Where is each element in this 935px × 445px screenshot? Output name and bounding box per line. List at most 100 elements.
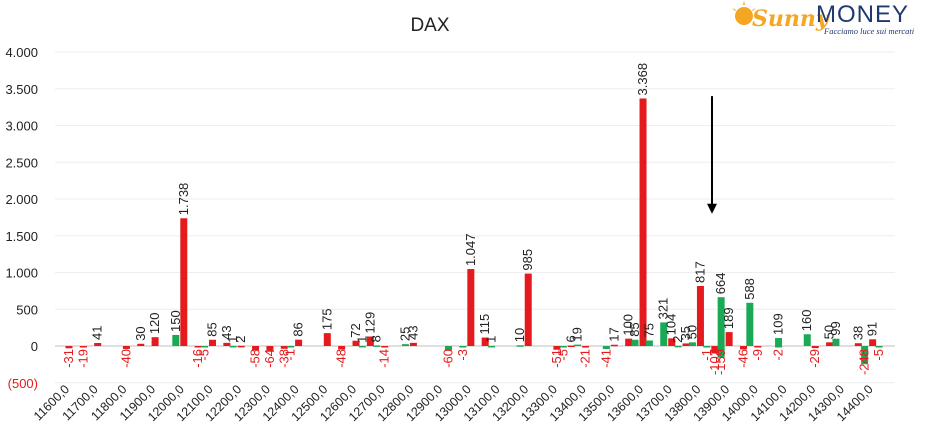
bar [775,337,783,346]
bar [559,346,567,348]
data-label: -5 [871,349,886,361]
bar [574,344,582,347]
bar [229,345,237,348]
bar [122,346,130,349]
bar [467,269,475,346]
data-label: -46 [735,349,750,368]
bar [625,338,633,346]
data-label: 120 [147,312,162,334]
bar [602,346,610,350]
bar [409,342,417,346]
data-label: -48 [334,349,349,368]
bar [287,346,295,348]
bar [252,346,260,351]
data-label: 817 [692,261,707,283]
data-label: -1 [283,349,298,361]
data-label: -248 [857,349,872,375]
data-label: 85 [205,322,220,336]
bar [826,342,834,346]
bar [553,346,561,350]
data-label: 91 [865,322,880,336]
bar [682,343,690,346]
data-label: 160 [799,310,814,332]
data-label: -29 [807,349,822,368]
bar [854,343,862,346]
bar [373,345,381,347]
data-label: 8 [369,335,384,342]
data-label: 43 [405,325,420,339]
bar [209,339,217,346]
bar [696,285,704,346]
data-label: -16 [190,349,205,368]
bar [352,340,360,346]
data-label: -58 [248,349,263,368]
y-tick-label: 3.500 [5,82,38,97]
bar [323,333,331,346]
bar [869,339,877,346]
bar [725,332,733,346]
bar [280,346,288,349]
data-label: 1 [484,336,499,343]
y-tick-label: 2.500 [5,155,38,170]
y-tick-label: 1.000 [5,266,38,281]
chart-title: DAX [410,15,449,36]
brand-tagline: Facciamo luce sui mercati [823,26,915,36]
bar [338,346,346,350]
y-tick-label: 500 [16,302,38,317]
data-label: -1 [699,349,714,361]
data-label: 150 [168,310,183,332]
bar [717,346,725,358]
data-label: 109 [771,313,786,335]
bar [79,346,87,348]
y-tick-label: 0 [31,339,38,354]
data-label: 175 [319,308,334,330]
data-label: 2 [233,336,248,343]
y-tick-label: 2.000 [5,192,38,207]
data-label: 38 [850,326,865,340]
bar [875,346,883,348]
bar [180,218,188,346]
bar [717,297,725,346]
bar [739,346,747,350]
bars [65,98,883,365]
data-label: 50 [822,325,837,339]
bar [65,346,73,349]
data-label: -159 [713,349,728,375]
data-label: 99 [828,321,843,335]
bar [94,342,102,346]
bar [295,339,303,346]
data-label: -5 [555,349,570,361]
bar [582,346,590,348]
bar [645,340,653,346]
data-label: -41 [598,349,613,368]
data-label: 30 [133,326,148,340]
data-label: -3 [455,349,470,361]
data-label: 100 [621,314,636,336]
bar [366,336,374,346]
data-label: -60 [440,349,455,368]
bar [668,338,676,346]
data-label: 1 [354,336,369,343]
data-label: 35 [678,326,693,340]
data-label: 664 [713,272,728,294]
bar [459,346,467,348]
data-label: -19 [75,349,90,368]
bar [401,344,409,346]
y-tick-label: 1.500 [5,229,38,244]
data-label: 6 [563,335,578,342]
bar [703,346,711,348]
y-tick-label: 3.000 [5,119,38,134]
data-label: 115 [477,314,492,335]
bar [660,322,668,346]
data-label: -40 [118,349,133,368]
bar [639,98,647,347]
data-label: -5 [197,349,212,361]
bar [481,337,489,346]
bar [610,344,618,347]
data-label: -51 [549,349,564,368]
bar [137,343,145,346]
arrow-head [707,203,717,214]
bar [711,346,719,354]
bar [151,337,159,346]
data-label: 25 [397,327,412,341]
